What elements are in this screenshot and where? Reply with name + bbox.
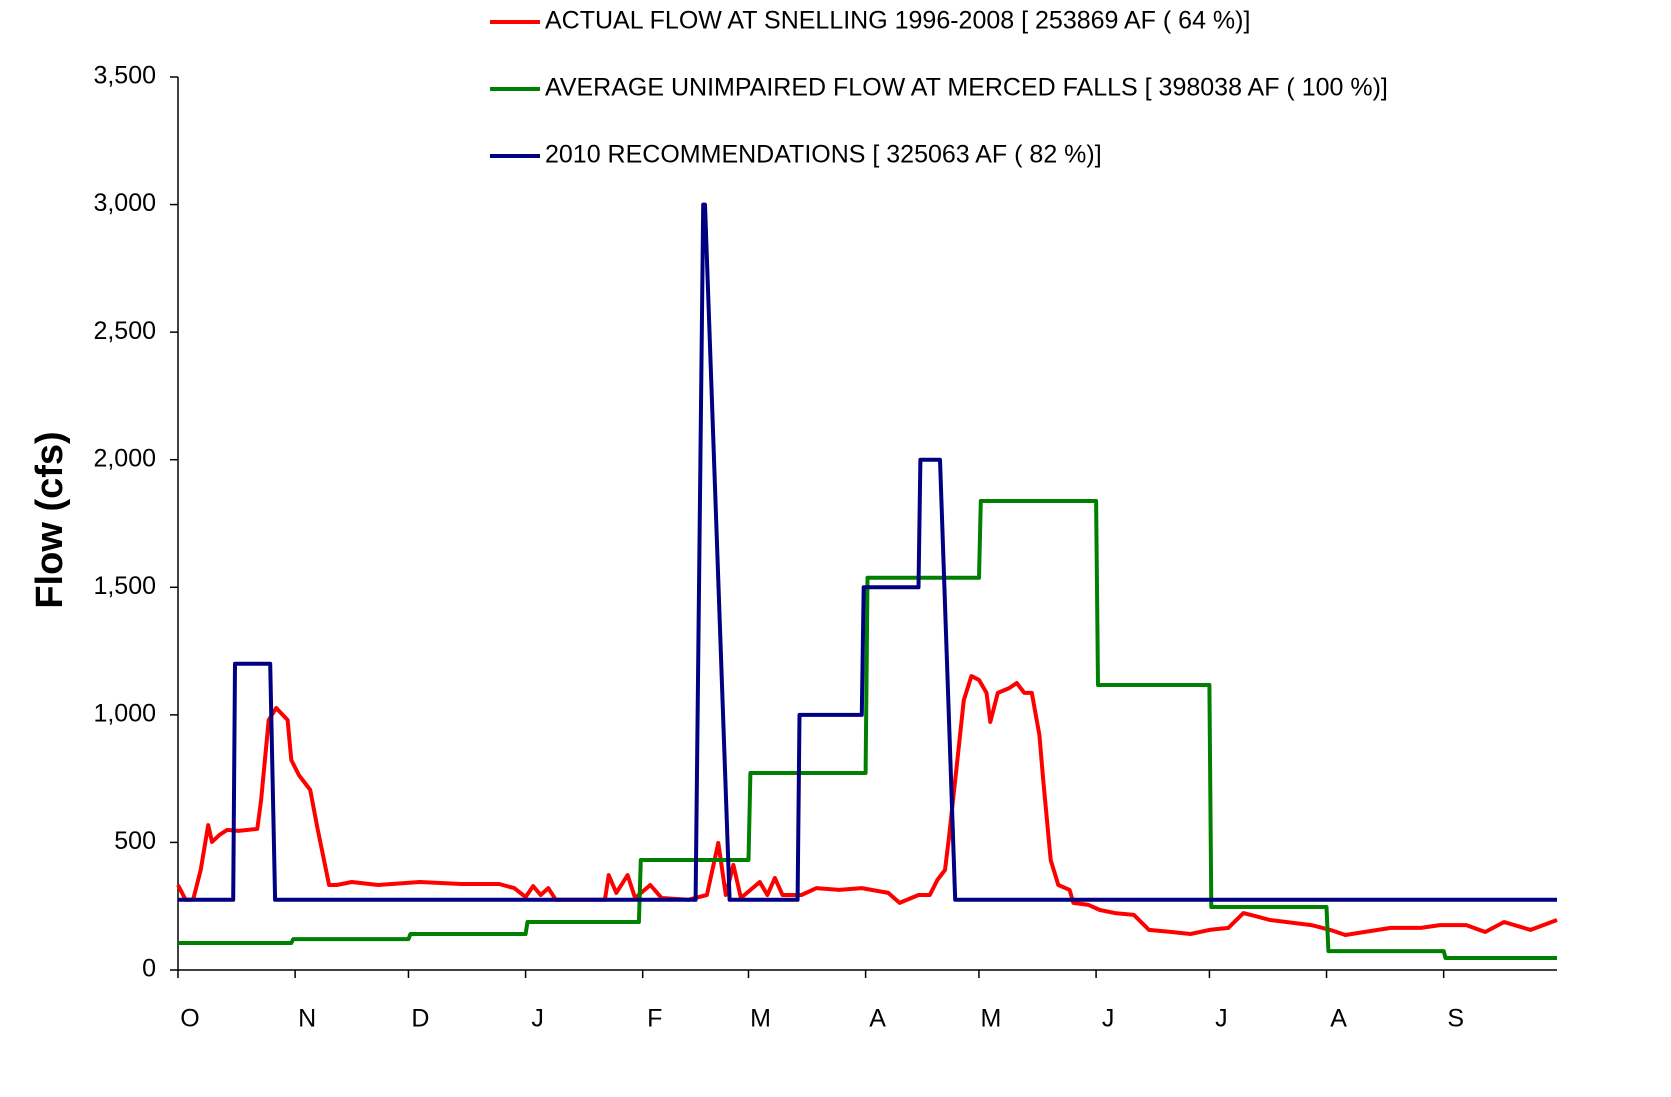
x-tick-label: D <box>411 1005 429 1033</box>
x-tick-label: O <box>180 1005 199 1033</box>
x-tick-label: A <box>869 1005 886 1033</box>
x-tick-label: N <box>298 1005 316 1033</box>
y-tick-label: 1,500 <box>93 572 156 600</box>
legend-label: ACTUAL FLOW AT SNELLING 1996-2008 [ 2538… <box>545 7 1250 35</box>
x-tick-label: F <box>647 1005 662 1033</box>
y-tick-label: 2,500 <box>93 317 156 345</box>
x-tick-label: S <box>1447 1005 1464 1033</box>
y-tick-label: 2,000 <box>93 444 156 472</box>
x-tick-label: J <box>1215 1005 1228 1033</box>
series-line <box>178 202 1557 902</box>
legend-label: 2010 RECOMMENDATIONS [ 325063 AF ( 82 %)… <box>545 141 1102 169</box>
y-tick-label: 500 <box>114 827 156 855</box>
x-tick-label: M <box>750 1005 771 1033</box>
series-line <box>176 674 1558 937</box>
y-tick-label: 0 <box>142 955 156 983</box>
y-axis-label: Flow (cfs) <box>29 431 71 608</box>
y-tick-label: 3,500 <box>93 62 156 90</box>
x-tick-label: M <box>981 1005 1002 1033</box>
legend-label: AVERAGE UNIMPAIRED FLOW AT MERCED FALLS … <box>545 74 1388 102</box>
x-tick-label: J <box>531 1005 544 1033</box>
series-line <box>178 499 1557 960</box>
y-tick-label: 1,000 <box>93 699 156 727</box>
y-tick-label: 3,000 <box>93 189 156 217</box>
x-tick-label: A <box>1330 1005 1347 1033</box>
x-tick-label: J <box>1102 1005 1115 1033</box>
